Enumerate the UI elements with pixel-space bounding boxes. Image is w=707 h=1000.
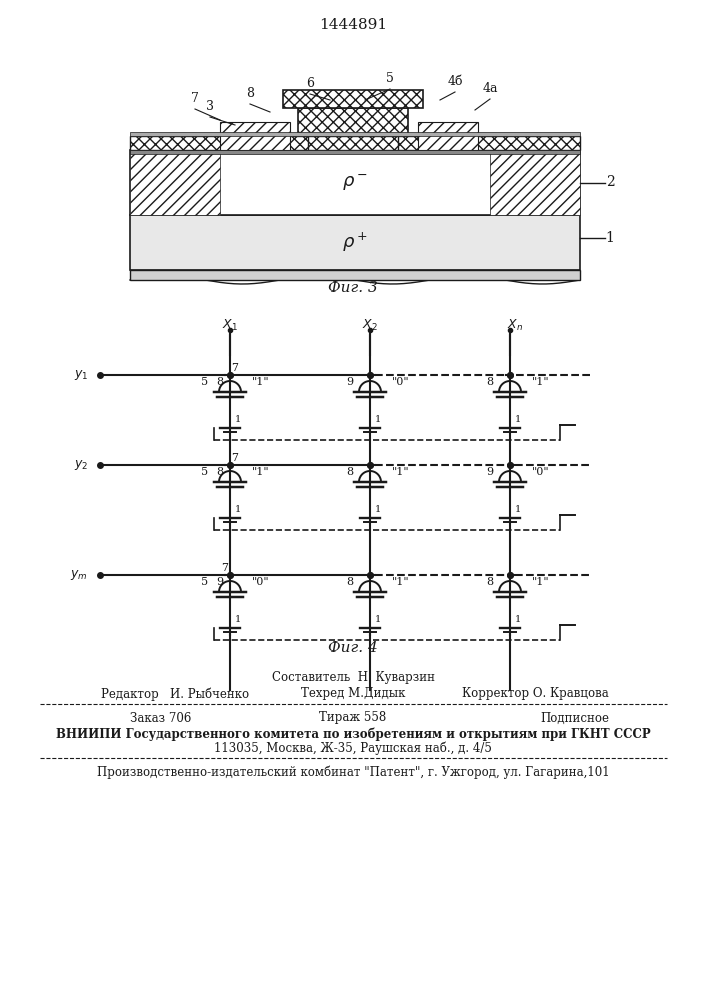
Text: "1": "1" [392,577,409,587]
Text: 1444891: 1444891 [319,18,387,32]
Text: 1: 1 [515,615,521,624]
Bar [490,150,580,215]
Text: 1: 1 [375,416,381,424]
Bar [130,150,220,215]
Text: 5: 5 [201,467,209,477]
Text: $y_2$: $y_2$ [74,458,88,472]
Text: $y_1$: $y_1$ [74,368,88,382]
Bar [283,90,423,108]
Text: ВНИИПИ Государственного комитета по изобретениям и открытиям при ГКНТ СССР: ВНИИПИ Государственного комитета по изоб… [56,727,650,741]
Bar [220,122,290,150]
Text: "0": "0" [252,577,269,587]
Text: $\rho^+$: $\rho^+$ [342,231,368,254]
Text: 8: 8 [346,467,354,477]
Text: "1": "1" [392,467,409,477]
Text: "0": "0" [532,467,549,477]
Text: "1": "1" [532,577,549,587]
Text: "1": "1" [252,377,269,387]
Text: 5: 5 [386,72,394,85]
Text: 8: 8 [486,577,493,587]
Text: 1: 1 [515,416,521,424]
Text: Фиг. 4: Фиг. 4 [328,641,378,655]
Text: 4б: 4б [448,75,463,88]
Bar [130,270,580,280]
Text: 7: 7 [231,363,238,373]
Text: 7: 7 [191,92,199,105]
Text: Техред М.Дидык: Техред М.Дидык [300,688,405,700]
Text: $X_n$: $X_n$ [507,317,523,333]
Text: Фиг. 3: Фиг. 3 [328,281,378,295]
Bar [130,215,580,270]
Bar [298,108,408,136]
Text: 8: 8 [486,377,493,387]
Text: Тираж 558: Тираж 558 [320,712,387,724]
Text: 1: 1 [235,506,241,514]
Text: 1: 1 [235,416,241,424]
Text: 7: 7 [221,563,228,573]
Text: 8: 8 [246,87,254,100]
Text: 4а: 4а [482,82,498,95]
Bar [308,136,398,150]
Bar [130,136,580,150]
Text: $\rho^-$: $\rho^-$ [342,172,368,193]
Text: 8: 8 [216,467,223,477]
Text: "1": "1" [252,467,269,477]
Text: 1: 1 [515,506,521,514]
Text: 1: 1 [375,615,381,624]
Text: $y_m$: $y_m$ [71,568,88,582]
Text: Редактор   И. Рыбченко: Редактор И. Рыбченко [101,687,249,701]
Text: 9: 9 [216,577,223,587]
Text: 2: 2 [606,176,614,190]
Bar [130,132,580,136]
Bar [418,122,478,150]
Text: 9: 9 [346,377,354,387]
Text: 7: 7 [231,453,238,463]
Text: 8: 8 [216,377,223,387]
Text: 113035, Москва, Ж-35, Раушская наб., д. 4/5: 113035, Москва, Ж-35, Раушская наб., д. … [214,741,492,755]
Text: Составитель  Н. Куварзин: Составитель Н. Куварзин [271,672,435,684]
Text: 1: 1 [606,231,614,244]
Bar [130,150,580,215]
Text: 1: 1 [235,615,241,624]
Text: Производственно-издательский комбинат "Патент", г. Ужгород, ул. Гагарина,101: Производственно-издательский комбинат "П… [97,765,609,779]
Text: 8: 8 [346,577,354,587]
Text: 1: 1 [375,506,381,514]
Text: 3: 3 [206,100,214,113]
Text: "1": "1" [532,377,549,387]
Text: $X_1$: $X_1$ [222,317,238,333]
Text: 5: 5 [201,377,209,387]
Text: Заказ 706: Заказ 706 [130,712,192,724]
Bar [130,150,580,154]
Text: Подписное: Подписное [540,712,609,724]
Text: Корректор О. Кравцова: Корректор О. Кравцова [462,688,609,700]
Text: 5: 5 [201,577,209,587]
Text: 6: 6 [306,77,314,90]
Text: 9: 9 [486,467,493,477]
Text: $X_2$: $X_2$ [362,317,378,333]
Text: "0": "0" [392,377,409,387]
